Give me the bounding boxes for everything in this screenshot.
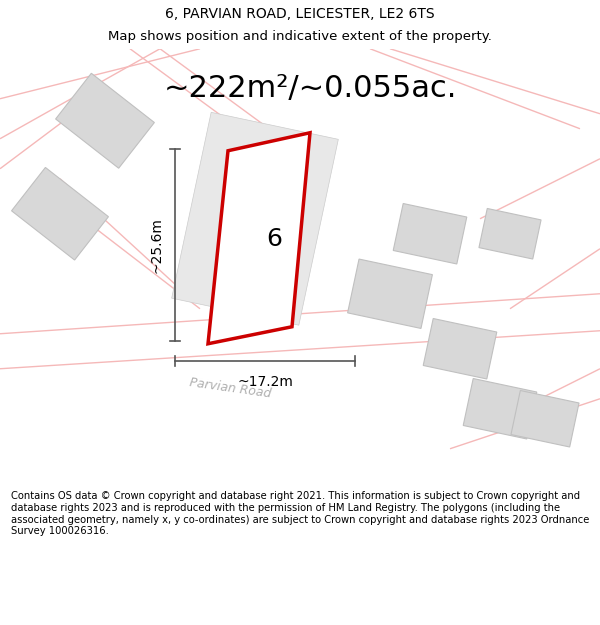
Text: Map shows position and indicative extent of the property.: Map shows position and indicative extent… — [108, 30, 492, 43]
Polygon shape — [463, 379, 537, 439]
Polygon shape — [511, 391, 579, 447]
Polygon shape — [208, 132, 310, 344]
Polygon shape — [56, 73, 154, 168]
Polygon shape — [423, 319, 497, 379]
Text: 6, PARVIAN ROAD, LEICESTER, LE2 6TS: 6, PARVIAN ROAD, LEICESTER, LE2 6TS — [165, 7, 435, 21]
Polygon shape — [393, 204, 467, 264]
Text: 6: 6 — [266, 226, 283, 251]
Text: Parvian Road: Parvian Road — [188, 377, 272, 401]
Polygon shape — [347, 259, 433, 329]
Text: ~17.2m: ~17.2m — [237, 375, 293, 389]
Text: Contains OS data © Crown copyright and database right 2021. This information is : Contains OS data © Crown copyright and d… — [11, 491, 589, 536]
Polygon shape — [11, 168, 109, 260]
Polygon shape — [172, 112, 338, 325]
Polygon shape — [479, 209, 541, 259]
Text: ~222m²/~0.055ac.: ~222m²/~0.055ac. — [163, 74, 457, 103]
Text: ~25.6m: ~25.6m — [149, 217, 163, 272]
